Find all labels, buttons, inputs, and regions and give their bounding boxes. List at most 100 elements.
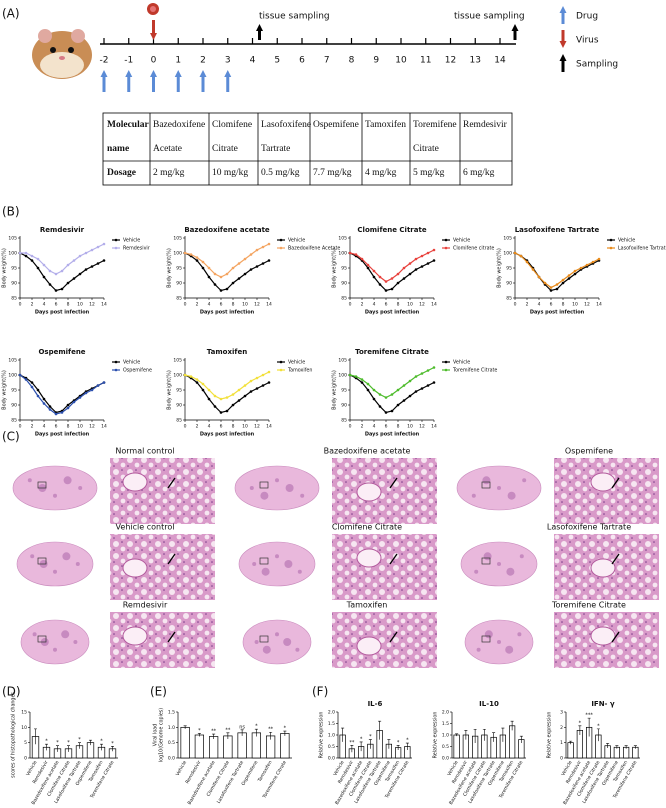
vessel [356,548,382,568]
lung-spot [75,562,80,566]
timeline-day: -1 [124,56,133,66]
significance-label: * [100,739,103,745]
error-bar [473,728,477,744]
legend-label: Clomifene citrate [453,246,494,252]
panel-label: (E) [150,685,167,699]
legend-label: Vehicle [288,360,305,366]
x-tick-label: 14 [431,424,437,430]
significance-label: ** [211,729,217,735]
data-point [555,287,559,291]
histology-title: Tamoxifen [346,601,388,610]
table-header: Dosage [107,168,136,178]
data-point [102,242,106,246]
error-bar [587,717,591,737]
bar [280,733,290,759]
y-tick-label: 90 [11,403,17,409]
legend-label: Vehicle [123,238,140,244]
zoom-box [259,635,269,643]
series-line [19,374,105,415]
data-point [195,381,199,384]
pointer-arrow [167,477,176,489]
data-point [60,411,64,414]
table-header: Molecular [107,120,149,130]
x-tick-label: 12 [419,302,425,308]
x-tick-label: Bazedoxifene acetate [187,760,217,806]
lung-spot [482,476,491,485]
chart-title: IFN- γ [591,700,615,708]
arrow-head [174,70,182,77]
data-point [189,375,193,378]
data-point [366,263,370,267]
x-tick-label: 4 [43,424,46,430]
bar [567,742,574,759]
x-tick-label: 14 [266,302,272,308]
lung-spot [53,569,57,574]
timeline-day: 14 [494,56,506,66]
data-point [243,384,247,387]
data-point [414,390,418,393]
y-axis-label: Relative expression [319,712,325,759]
histology-title: Ospemifene [565,447,613,456]
error-bar [56,745,59,752]
data-point [42,275,46,279]
y-tick-label: 95 [11,388,17,394]
legend-label: Lasofoxifene Tartrate [618,246,666,252]
error-bar [455,733,459,737]
y-tick-label: 95 [176,266,182,272]
data-point [24,254,28,258]
histology-title: Bazedoxifene acetate [324,447,411,456]
legend-label: Ospemifene [123,368,152,374]
data-point [243,394,247,398]
lung-spot [260,491,269,500]
y-tick-label: 100 [503,251,512,257]
data-point [372,275,376,279]
significance-label: * [369,734,372,740]
sampling-label: tissue sampling [259,12,330,22]
significance-label: * [579,720,582,726]
vessel [122,626,148,646]
data-point [207,266,211,270]
vessel [122,558,148,578]
data-point [420,254,424,258]
drug-dosage: 6 mg/kg [463,168,495,178]
data-point [243,272,247,276]
lung-section [234,465,320,511]
vessel [122,472,148,492]
drug-name: Bazedoxifene [153,119,205,130]
lung-section [20,619,90,665]
data-point [231,266,235,270]
data-point [360,378,364,381]
data-point [261,384,265,387]
data-point [24,251,28,255]
bar [632,746,639,759]
y-tick-label: 2 [560,725,563,731]
x-tick-label: 10 [407,424,413,430]
data-point [414,375,418,378]
bar [209,736,219,759]
zoom-box [259,481,269,489]
data-point [48,408,52,411]
y-axis-label: log10(Genome copies) [159,708,165,762]
x-tick-label: 10 [242,424,248,430]
lung-spot [254,640,259,644]
lung-spot [262,645,271,654]
bar [180,726,190,759]
pointer-arrow [389,477,398,489]
x-tick-label: 12 [254,424,260,430]
lung-spot [53,493,57,498]
x-tick-label: 0 [184,302,187,308]
error-bar [100,743,103,751]
data-point [90,265,94,268]
histology-title: Toremifene Citrate [551,601,626,610]
pointer-arrow [611,553,620,565]
data-point [384,289,388,292]
drug-name: Lasofoxifene [261,119,311,130]
x-tick-label: 14 [431,302,437,308]
y-tick-label: 1 [560,740,563,746]
data-point [354,375,358,378]
y-tick-label: 0.0 [328,756,335,762]
y-axis-label: Body weight(%) [332,370,338,410]
data-point [579,266,583,270]
y-tick-label: 0 [24,756,27,762]
